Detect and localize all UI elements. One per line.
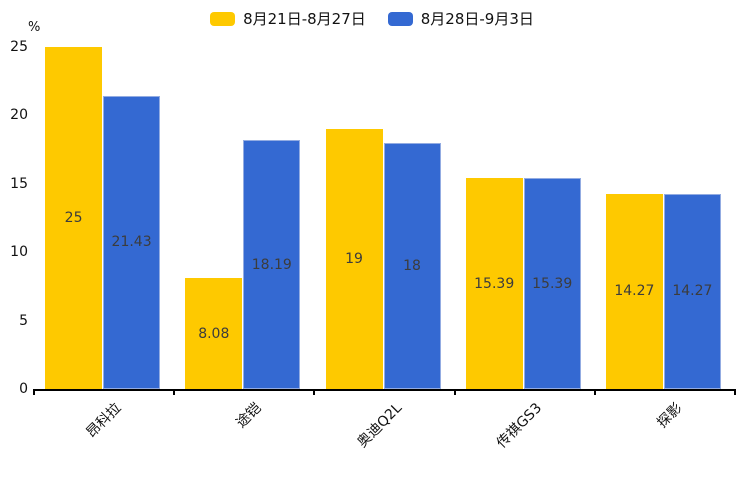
bar-week2-昂科拉: 21.43 (103, 95, 161, 389)
x-axis-tick (173, 389, 176, 395)
bar-week2-奥迪Q2L: 18 (383, 142, 441, 389)
y-axis-tick-label: 15 (10, 175, 28, 192)
y-axis-tick-label: 20 (10, 107, 28, 124)
bar-value-label: 8.08 (198, 325, 230, 342)
x-axis-tick (33, 389, 35, 395)
x-category-label-途铠: 途铠 (233, 400, 265, 432)
x-axis-tick (453, 389, 456, 395)
bar-value-label: 15.39 (474, 275, 515, 292)
y-axis-tick-label: 5 (19, 312, 28, 329)
bar-week1-传祺GS3: 15.39 (465, 178, 523, 389)
bar-value-label: 18 (403, 257, 421, 274)
bar-value-label: 18.19 (251, 256, 292, 273)
bar-value-label: 25 (64, 210, 83, 226)
x-axis-tick (313, 389, 316, 395)
x-category-label-奥迪Q2L: 奥迪Q2L (354, 400, 405, 451)
y-axis-unit-label: % (28, 20, 41, 35)
legend-label-series2: 8月28日-9月3日 (420, 10, 534, 28)
legend-item-series2[interactable]: 8月28日-9月3日 (387, 8, 534, 29)
legend-swatch-blue (387, 11, 413, 26)
bar-value-label: 14.27 (672, 283, 713, 300)
y-axis-tick-label: 25 (10, 39, 28, 55)
bar-value-label: 15.39 (532, 275, 573, 292)
bar-value-label: 19 (345, 251, 363, 268)
legend: 8月21日-8月27日 8月28日-9月3日 (0, 8, 744, 29)
bar-week1-奥迪Q2L: 19 (325, 129, 383, 389)
bar-week1-探影: 14.27 (605, 193, 663, 389)
legend-swatch-yellow (210, 11, 236, 26)
x-axis-line (33, 389, 736, 391)
x-category-label-探影: 探影 (654, 400, 686, 432)
legend-item-series1[interactable]: 8月21日-8月27日 (210, 8, 366, 29)
bar-week2-途铠: 18.19 (243, 140, 301, 389)
x-axis-tick (734, 389, 736, 395)
x-category-label-传祺GS3: 传祺GS3 (493, 400, 546, 452)
x-category-label-昂科拉: 昂科拉 (83, 400, 125, 442)
bar-week2-探影: 14.27 (663, 193, 721, 389)
y-axis-tick-label: 10 (10, 244, 28, 261)
bar-week1-途铠: 8.08 (185, 278, 243, 389)
y-axis-tick-label: 0 (19, 381, 28, 397)
legend-label-series1: 8月21日-8月27日 (243, 10, 366, 28)
bar-value-label: 21.43 (111, 234, 152, 251)
bar-week1-昂科拉: 25 (45, 47, 103, 389)
bar-value-label: 14.27 (614, 283, 655, 300)
bar-week2-传祺GS3: 15.39 (523, 178, 581, 389)
x-axis-tick (593, 389, 596, 395)
